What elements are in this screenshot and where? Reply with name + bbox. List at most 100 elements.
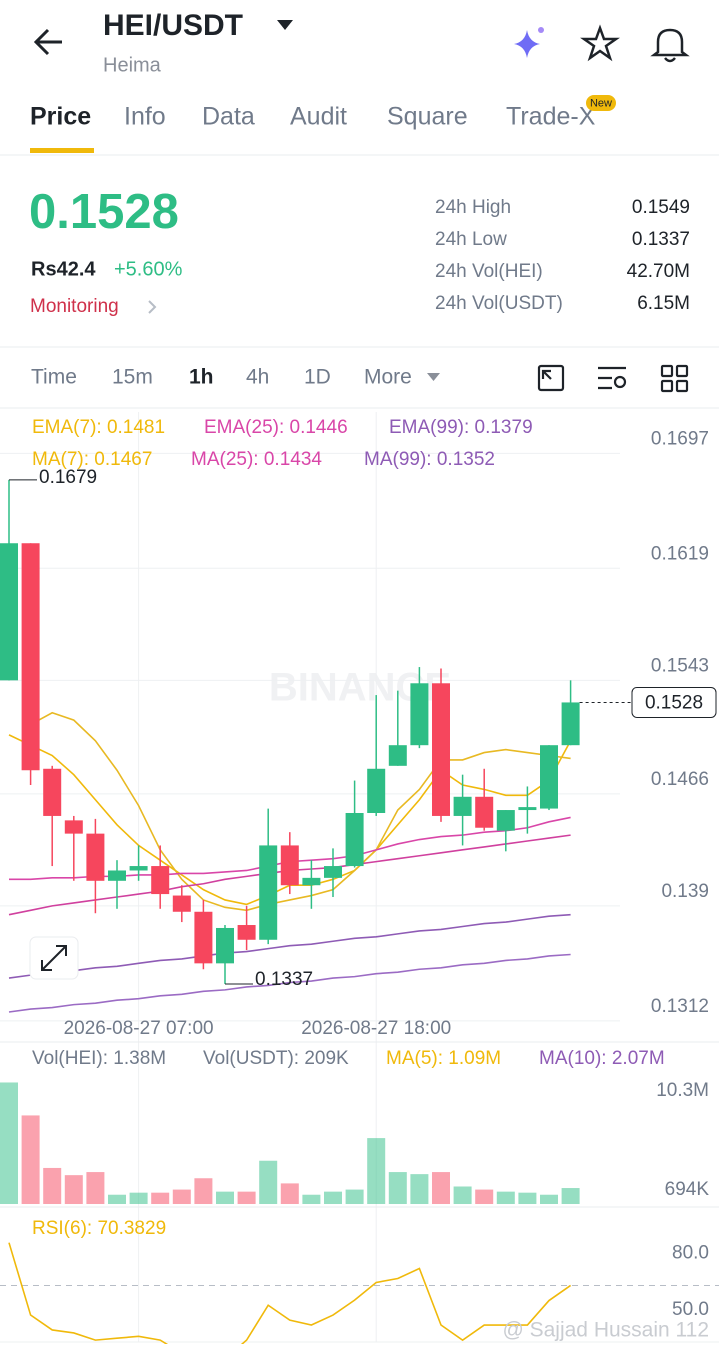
candle-body: [216, 927, 234, 964]
volume-bar: [540, 1194, 558, 1204]
candle-body: [259, 845, 278, 940]
volume-bar: [367, 1138, 386, 1204]
y-tick-label: 0.1466: [651, 769, 709, 790]
y-tick-label: 0.139: [661, 881, 709, 902]
candle-body: [21, 543, 40, 771]
volume-label: MA(10): 2.07M: [539, 1048, 665, 1069]
chart-settings-icon[interactable]: [537, 364, 565, 392]
last-price-box: [631, 686, 717, 718]
pair-subtitle: Heima: [103, 54, 162, 76]
volume-bar: [108, 1194, 126, 1204]
volume-bar: [259, 1160, 278, 1204]
y-tick-label: 0.1619: [651, 543, 709, 564]
high-label: 0.1679: [39, 467, 97, 488]
moving-average-line: [30, 711, 571, 912]
alert-icon[interactable]: [650, 28, 690, 63]
ma-label: MA(25): 0.1434: [191, 449, 322, 470]
volume-label: MA(5): 1.09M: [386, 1048, 501, 1069]
timeframe[interactable]: More: [364, 366, 412, 389]
tab-indicator: [30, 148, 94, 153]
volume-bar: [86, 1172, 105, 1204]
layout-icon[interactable]: [660, 364, 689, 393]
tab[interactable]: Square: [387, 103, 468, 131]
low-label: 0.1337: [255, 969, 313, 990]
candle-body: [475, 796, 494, 828]
candle-body: [302, 877, 321, 886]
moving-average-line: [8, 913, 571, 979]
candle-body: [496, 810, 515, 831]
candle-body: [540, 745, 558, 809]
candle-body: [43, 768, 62, 816]
timeframe[interactable]: 4h: [246, 366, 269, 389]
tab[interactable]: Info: [124, 103, 166, 131]
timeframe[interactable]: 15m: [112, 366, 153, 389]
price-change: +5.60%: [114, 258, 183, 280]
stat-label: 24h Vol(USDT): [435, 293, 563, 314]
monitoring-link[interactable]: Monitoring: [30, 296, 119, 317]
candle-body: [86, 833, 105, 881]
favorite-icon[interactable]: [580, 24, 620, 62]
credit: @ Sajjad Hussain 112: [502, 1319, 709, 1342]
pair-title[interactable]: HEI/USDT: [103, 9, 243, 42]
back-button[interactable]: [33, 28, 62, 56]
candle-body: [345, 812, 364, 867]
timeframe[interactable]: 1h: [189, 366, 214, 389]
timeframe[interactable]: Time: [31, 366, 77, 389]
stat-value: 0.1337: [632, 229, 690, 250]
rsi-tick-label: 50.0: [672, 1299, 709, 1320]
volume-bar: [410, 1174, 429, 1204]
tab[interactable]: Trade-X: [506, 103, 596, 131]
volume-label: Vol(HEI): 1.38M: [32, 1048, 166, 1069]
volume-bar: [194, 1178, 213, 1204]
candle-body: [0, 543, 18, 681]
x-tick-label: 2026-08-27 07:00: [64, 1018, 214, 1039]
volume-bar: [324, 1191, 342, 1204]
candle-body: [388, 745, 407, 766]
volume-bar: [496, 1191, 515, 1204]
stat-value: 6.15M: [637, 293, 690, 314]
volume-bar: [237, 1191, 256, 1204]
stat-label: 24h Low: [435, 229, 507, 250]
volume-bar: [453, 1186, 472, 1204]
last-price: 0.1528: [29, 185, 179, 239]
ema-label: EMA(7): 0.1481: [32, 417, 165, 438]
volume-tick-label: 10.3M: [656, 1080, 709, 1101]
local-price: Rs42.4: [31, 258, 96, 280]
candle-body: [432, 683, 450, 816]
ma-label: MA(7): 0.1467: [32, 449, 152, 470]
candle-body: [410, 683, 429, 746]
volume-bar: [302, 1194, 321, 1204]
timeframe[interactable]: 1D: [304, 366, 331, 389]
volume-bar: [345, 1189, 364, 1204]
tab[interactable]: Audit: [290, 103, 347, 131]
rsi-label: RSI(6): 70.3829: [32, 1218, 166, 1239]
candle-body: [194, 911, 213, 964]
ai-icon[interactable]: [514, 27, 544, 58]
candle-body: [64, 820, 83, 834]
candle-body: [237, 925, 256, 940]
y-tick-label: 0.1312: [651, 996, 709, 1017]
volume-tick-label: 694K: [665, 1179, 710, 1200]
more-arrow[interactable]: [427, 373, 440, 381]
new-badge: New: [590, 97, 612, 109]
tab[interactable]: Price: [30, 103, 91, 131]
candle-body: [518, 807, 537, 811]
chevron: [148, 300, 157, 314]
tab[interactable]: Data: [202, 103, 255, 131]
candle-body: [151, 866, 170, 895]
expand-button[interactable]: [29, 936, 79, 980]
new-badge-bg: [586, 95, 616, 111]
stat-label: 24h High: [435, 197, 511, 218]
ema-label: EMA(25): 0.1446: [204, 417, 348, 438]
indicator-icon[interactable]: [598, 366, 627, 390]
volume-bar: [21, 1115, 40, 1204]
volume-label: Vol(USDT): 209K: [203, 1048, 349, 1069]
volume-bar: [518, 1192, 537, 1204]
moving-average-line: [8, 953, 571, 1013]
candle-body: [561, 702, 580, 746]
dropdown-icon[interactable]: [277, 20, 293, 30]
candle-body: [280, 845, 299, 886]
volume-bar: [561, 1188, 580, 1204]
